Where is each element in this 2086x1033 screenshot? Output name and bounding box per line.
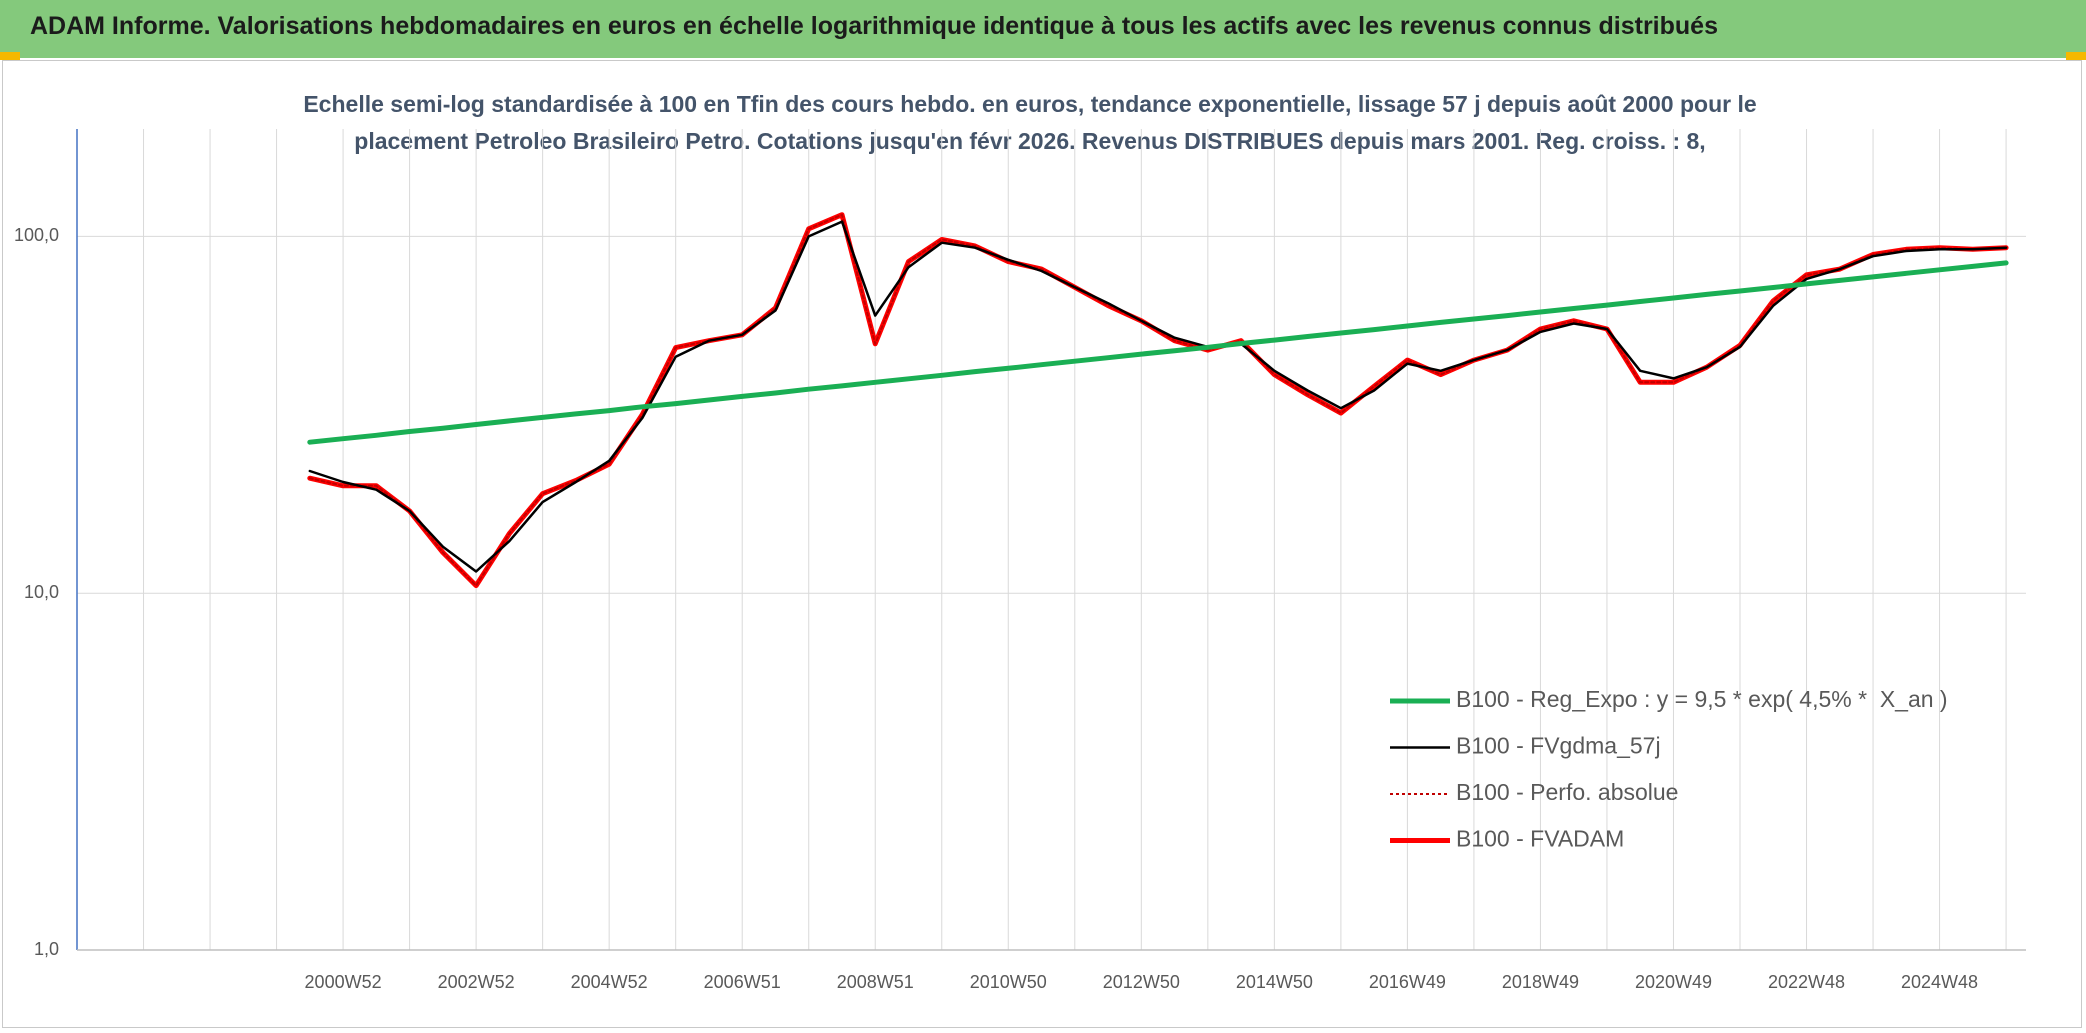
header-title: ADAM Informe. Valorisations hebdomadaire… bbox=[30, 12, 1718, 40]
x-tick-label: 2012W50 bbox=[1103, 972, 1180, 992]
y-tick-label: 1,0 bbox=[34, 939, 59, 959]
series-line bbox=[308, 213, 2008, 587]
legend-label: B100 - FVADAM bbox=[1456, 826, 1624, 852]
x-tick-label: 2002W52 bbox=[438, 972, 515, 992]
series-line bbox=[307, 260, 2009, 445]
x-tick-label: 2004W52 bbox=[571, 972, 648, 992]
x-tick-label: 2020W49 bbox=[1635, 972, 1712, 992]
x-tick-label: 2000W52 bbox=[305, 972, 382, 992]
y-tick-label: 100,0 bbox=[14, 225, 59, 245]
series-line bbox=[307, 212, 2009, 589]
x-tick-label: 2006W51 bbox=[704, 972, 781, 992]
x-tick-label: 2022W48 bbox=[1768, 972, 1845, 992]
header-bar: ADAM Informe. Valorisations hebdomadaire… bbox=[0, 0, 2086, 58]
legend-label: B100 - Perfo. absolue bbox=[1456, 779, 1678, 805]
legend-label: B100 - FVgdma_57j bbox=[1456, 733, 1661, 759]
chart-title: Echelle semi-log standardisée à 100 en T… bbox=[303, 91, 1757, 154]
x-tick-label: 2010W50 bbox=[970, 972, 1047, 992]
x-tick-label: 2018W49 bbox=[1502, 972, 1579, 992]
series-line bbox=[308, 220, 2008, 573]
corner-mark bbox=[0, 52, 20, 60]
x-tick-label: 2016W49 bbox=[1369, 972, 1446, 992]
x-tick-label: 2024W48 bbox=[1901, 972, 1978, 992]
y-tick-label: 10,0 bbox=[24, 582, 59, 602]
corner-mark bbox=[2066, 52, 2086, 60]
x-tick-label: 2014W50 bbox=[1236, 972, 1313, 992]
legend-label: B100 - Reg_Expo : y = 9,5 * exp( 4,5% * … bbox=[1456, 686, 1948, 712]
x-tick-label: 2008W51 bbox=[837, 972, 914, 992]
chart-panel bbox=[2, 60, 2082, 1028]
